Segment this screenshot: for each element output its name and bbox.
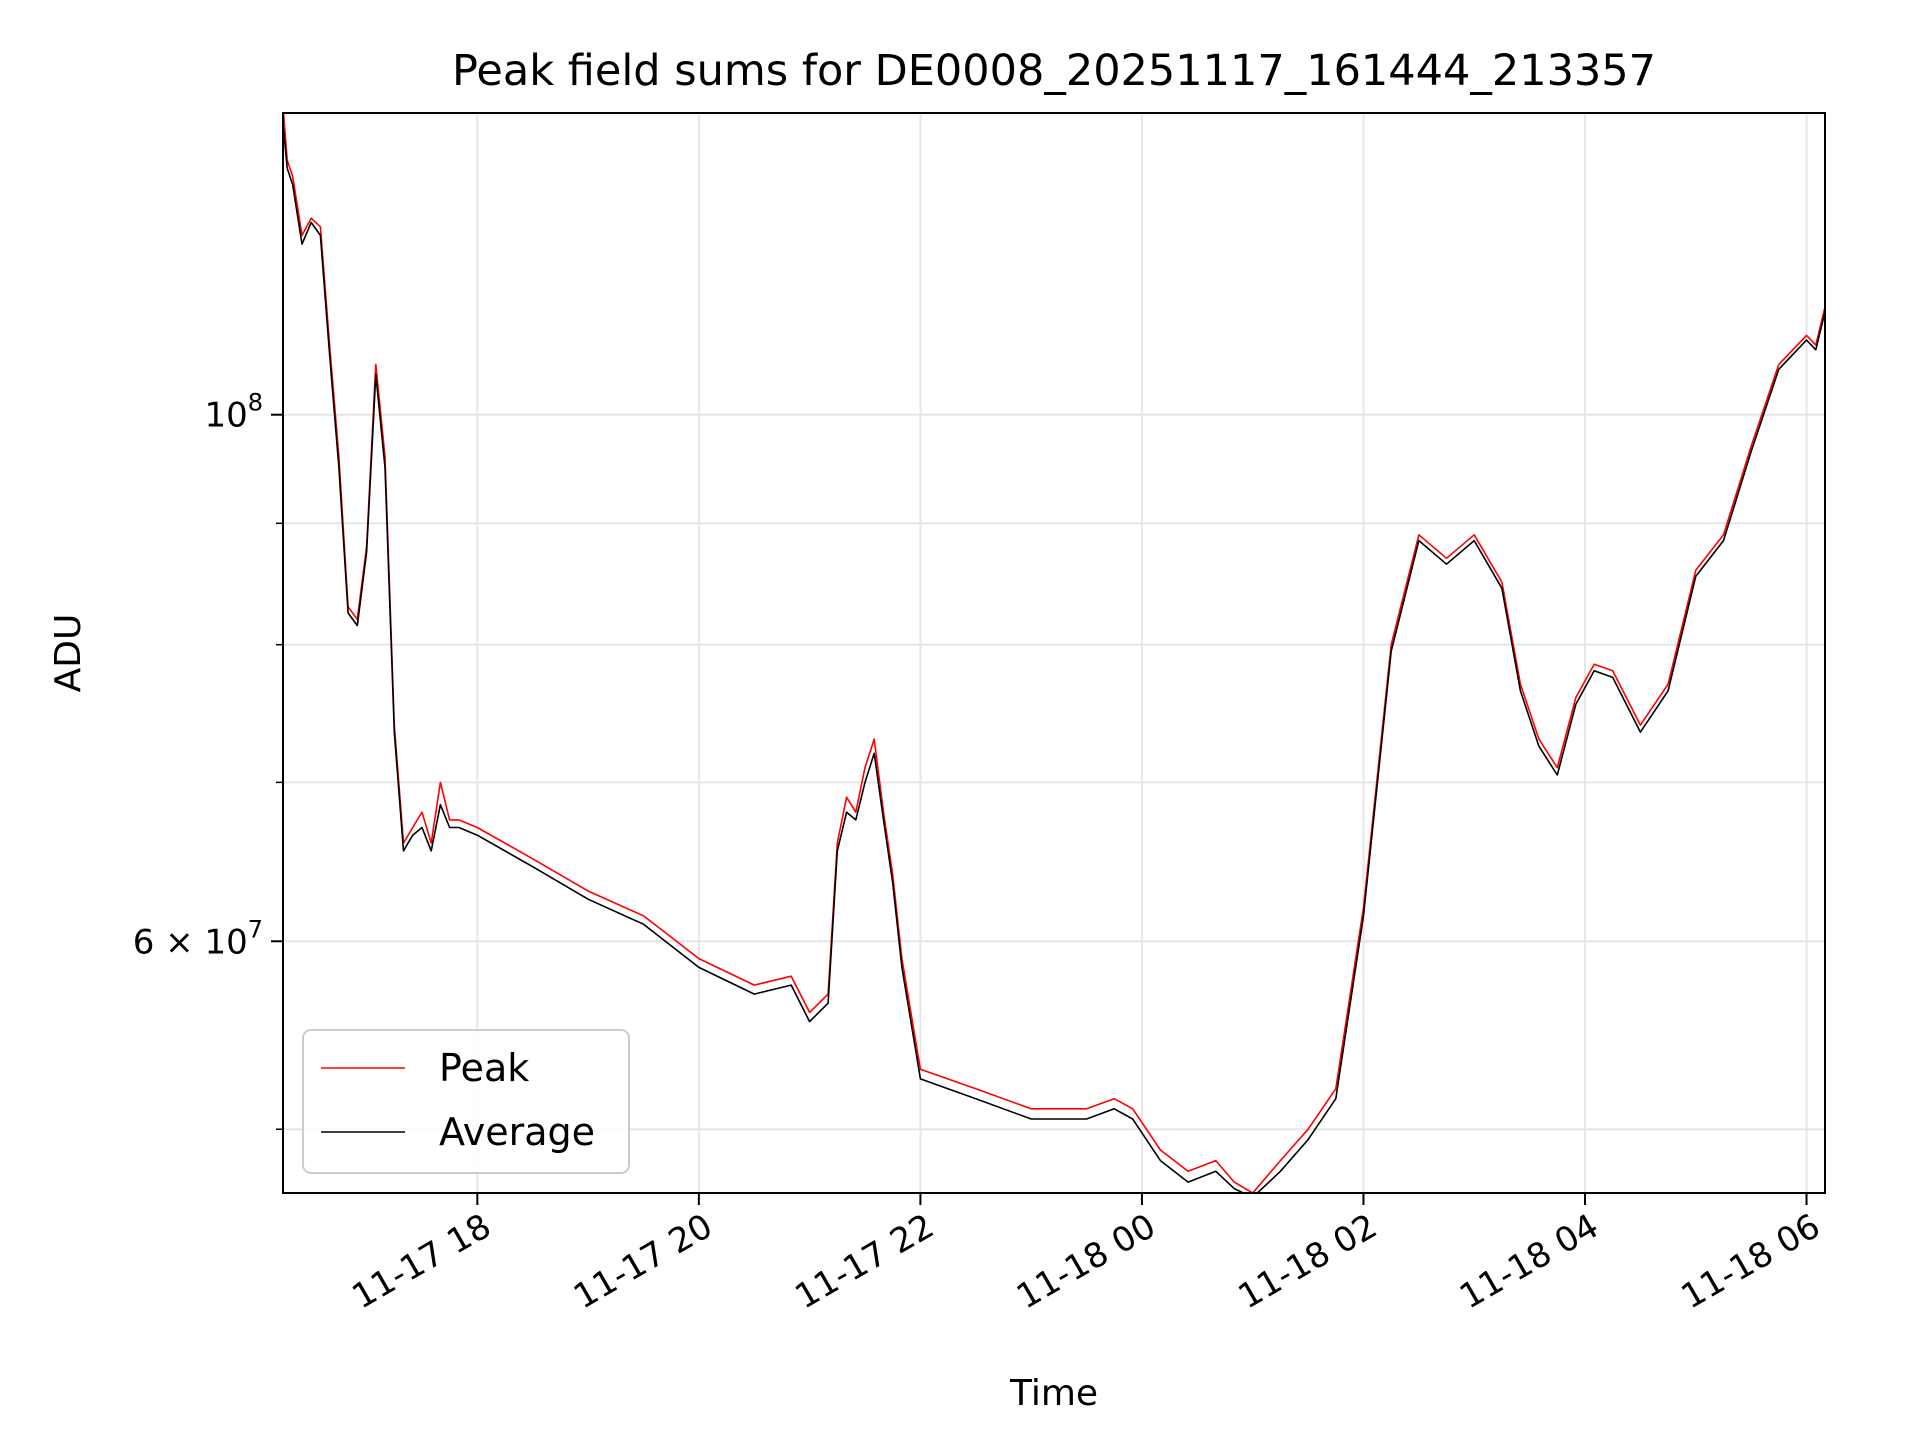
series-line-average <box>283 128 1825 1193</box>
chart-title: Peak field sums for DE0008_20251117_1614… <box>452 46 1656 96</box>
series-layer <box>283 113 1825 1193</box>
legend: Peak Average <box>302 1029 630 1174</box>
series-line-peak <box>283 113 1825 1193</box>
x-tick-label: 11-18 04 <box>1453 1206 1605 1317</box>
x-tick-label: 11-18 02 <box>1232 1206 1384 1317</box>
y-axis-label: ADU <box>48 614 89 693</box>
x-tick-label: 11-18 06 <box>1675 1206 1827 1317</box>
grid <box>283 113 1825 1193</box>
y-tick-label: 108 <box>204 389 263 436</box>
legend-box <box>302 1029 630 1174</box>
legend-label: Average <box>439 1110 595 1154</box>
x-tick-label: 11-18 00 <box>1010 1206 1162 1317</box>
x-tick-label: 11-17 18 <box>345 1206 497 1317</box>
legend-label: Peak <box>439 1046 529 1090</box>
plot-frame <box>282 112 1826 1194</box>
x-axis-label: Time <box>1009 1373 1098 1414</box>
x-tick-label: 11-17 20 <box>567 1206 719 1317</box>
x-tick-label: 11-17 22 <box>789 1206 941 1317</box>
y-tick-label: 6 × 107 <box>133 915 263 962</box>
